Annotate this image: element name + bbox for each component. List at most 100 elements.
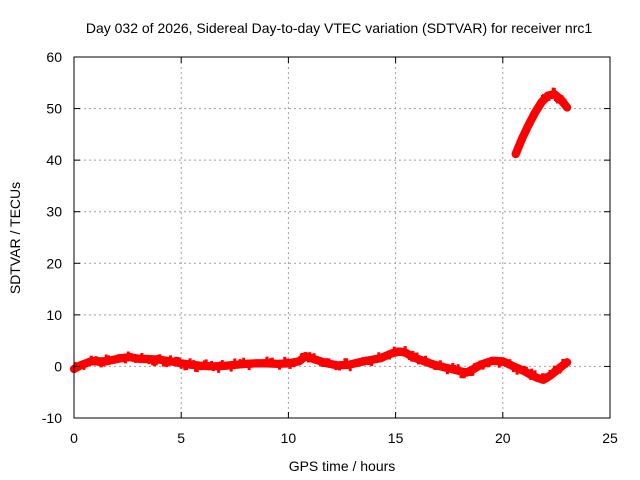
series-point xyxy=(364,356,368,360)
series-point xyxy=(556,100,559,104)
series-point xyxy=(549,372,553,376)
series-point xyxy=(440,362,444,366)
y-tick-label: 10 xyxy=(46,307,62,323)
series-point xyxy=(235,363,239,367)
series-point xyxy=(176,357,180,360)
series-point xyxy=(417,361,420,365)
series-point xyxy=(142,357,146,361)
series-point xyxy=(339,365,343,369)
series-point xyxy=(495,360,499,364)
series-point xyxy=(355,364,359,367)
series-point xyxy=(346,365,350,369)
series-point xyxy=(533,106,537,110)
series-point xyxy=(285,358,289,362)
series-point xyxy=(549,95,553,99)
plot-frame xyxy=(73,56,611,419)
series-point xyxy=(395,347,399,351)
series-point xyxy=(117,354,121,358)
series-point xyxy=(154,362,158,366)
series-point xyxy=(77,362,81,366)
series-point xyxy=(501,360,505,364)
series-point xyxy=(506,361,510,364)
chart-title: Day 032 of 2026, Sidereal Day-to-day VTE… xyxy=(86,20,592,36)
series-point xyxy=(435,367,439,370)
series-point xyxy=(323,363,327,367)
series-point xyxy=(156,354,160,358)
series-point xyxy=(481,366,485,370)
series-point xyxy=(492,357,496,361)
series-point xyxy=(550,92,554,96)
series-point xyxy=(298,357,302,361)
series-point xyxy=(522,131,526,135)
series-point xyxy=(195,369,199,373)
series-point xyxy=(510,363,514,367)
series-point xyxy=(94,356,98,360)
series-point xyxy=(161,363,165,367)
series-point xyxy=(354,362,358,366)
series-point xyxy=(479,366,483,370)
series-point xyxy=(366,361,370,365)
series-point xyxy=(253,359,256,363)
series-point xyxy=(547,97,551,101)
series-point xyxy=(451,363,455,366)
series-point xyxy=(247,367,251,371)
series-point xyxy=(229,368,233,372)
series-point xyxy=(126,351,130,355)
series-point xyxy=(201,363,205,366)
series-point xyxy=(74,366,78,369)
series-point xyxy=(269,358,272,362)
series-point xyxy=(368,362,372,366)
series-point xyxy=(197,366,201,370)
series-point xyxy=(288,365,292,369)
series-point xyxy=(206,364,210,368)
series-point xyxy=(329,359,333,363)
series-point xyxy=(513,366,517,370)
series-point xyxy=(508,359,512,363)
series-point xyxy=(399,352,403,356)
series-point xyxy=(177,357,181,361)
series-point xyxy=(532,110,536,114)
series-point xyxy=(210,360,214,364)
series-point xyxy=(411,350,415,354)
series-point xyxy=(144,357,147,361)
series-point xyxy=(371,356,375,360)
series-point xyxy=(99,364,103,368)
series-point xyxy=(521,368,524,372)
series-point xyxy=(542,94,545,98)
y-tick-label: 50 xyxy=(46,101,62,117)
series-point xyxy=(449,365,453,369)
series-point xyxy=(121,356,125,360)
series-point xyxy=(527,124,530,128)
series-point xyxy=(274,361,278,365)
series-point xyxy=(86,362,90,366)
series-point xyxy=(391,350,395,354)
series-point xyxy=(338,367,341,371)
series-point xyxy=(524,366,528,370)
series-point xyxy=(217,369,221,373)
series-layer xyxy=(69,87,572,384)
series-point xyxy=(334,367,338,371)
series-point xyxy=(563,98,567,102)
series-point xyxy=(359,359,363,363)
series-point xyxy=(290,363,294,367)
series-point xyxy=(524,127,528,130)
series-point xyxy=(557,98,560,101)
series-point xyxy=(382,355,386,359)
series-point xyxy=(233,358,237,362)
series-point xyxy=(539,98,543,102)
series-point xyxy=(552,87,556,91)
series-point xyxy=(194,368,197,372)
series-point xyxy=(515,371,519,375)
series-point xyxy=(332,361,336,365)
series-point xyxy=(330,362,334,366)
series-point xyxy=(463,371,467,375)
series-point xyxy=(543,97,547,101)
series-point xyxy=(499,363,503,367)
series-point xyxy=(242,357,246,361)
series-point xyxy=(454,367,458,371)
series-point xyxy=(119,358,123,362)
ticks: 0 5 10 15 20 25 -10 0 10 20 30 40 50 60 xyxy=(42,49,618,446)
series-point xyxy=(490,357,494,361)
series-point xyxy=(172,357,176,361)
series-point xyxy=(188,358,192,362)
